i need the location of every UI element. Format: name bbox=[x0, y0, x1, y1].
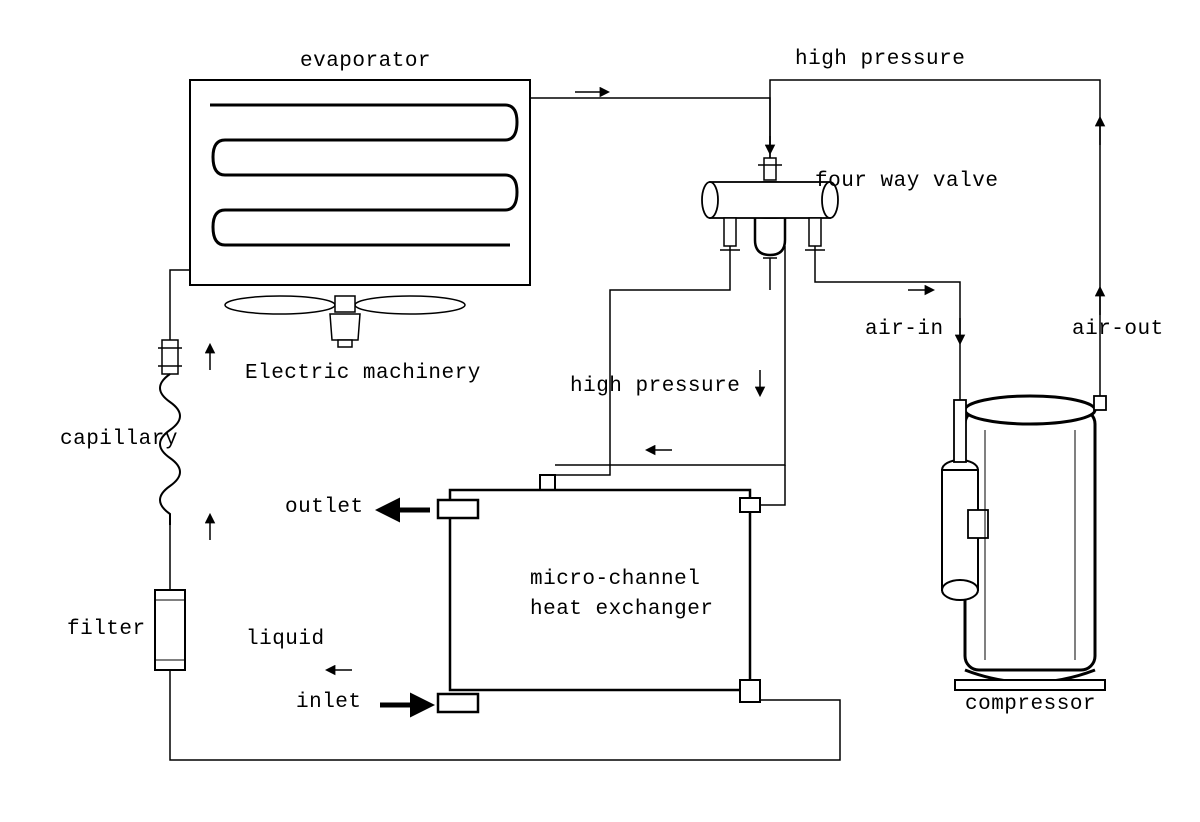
label-electric-machinery: Electric machinery bbox=[245, 362, 481, 385]
label-capillary: capillary bbox=[60, 428, 178, 451]
label-high-pressure-top: high pressure bbox=[795, 48, 965, 71]
label-air-out: air-out bbox=[1072, 318, 1164, 341]
label-four-way-valve: four way valve bbox=[815, 170, 998, 193]
label-high-pressure-mid: high pressure bbox=[570, 375, 740, 398]
label-filter: filter bbox=[67, 618, 146, 641]
filter-icon bbox=[155, 590, 185, 670]
label-micro-channel-1: micro-channel bbox=[530, 568, 700, 591]
label-air-in: air-in bbox=[865, 318, 944, 341]
label-compressor: compressor bbox=[965, 693, 1096, 716]
label-inlet: inlet bbox=[296, 691, 362, 714]
evaporator bbox=[190, 80, 530, 285]
label-evaporator: evaporator bbox=[300, 50, 431, 73]
heat-exchanger bbox=[438, 475, 760, 712]
compressor bbox=[942, 396, 1106, 690]
label-outlet: outlet bbox=[285, 496, 364, 519]
fan-icon bbox=[225, 296, 465, 347]
label-micro-channel-2: heat exchanger bbox=[530, 598, 713, 621]
label-liquid: liquid bbox=[246, 628, 325, 651]
